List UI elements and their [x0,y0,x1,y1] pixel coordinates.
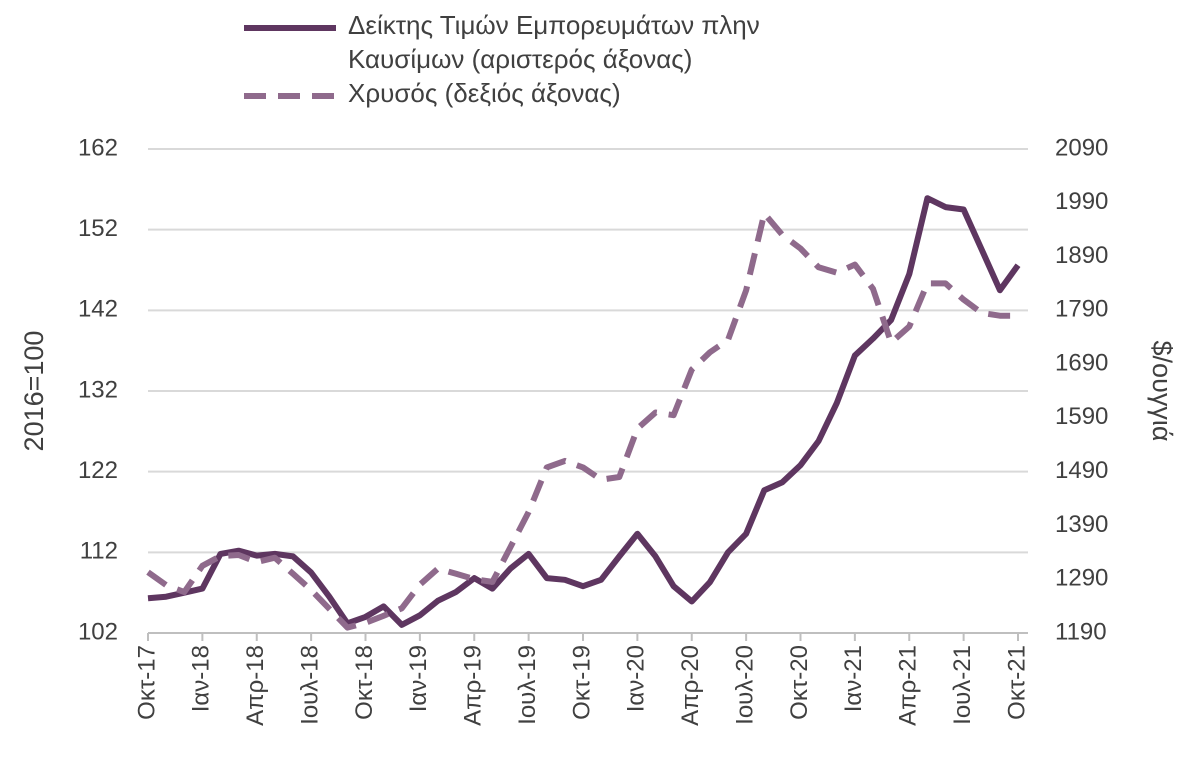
y2-tick-label: 1590 [1055,403,1108,430]
y-tick-label: 152 [78,215,118,242]
x-tick-label: Ιαν-20 [623,645,650,712]
x-tick-label: Ιαν-21 [840,645,867,712]
x-tick-label: Ιουλ-21 [949,645,976,725]
y-axis-label: 2016=100 [19,331,49,452]
x-tick-label: Ιουλ-20 [731,645,758,725]
x-tick-label: Απρ-18 [242,645,269,726]
x-tick-label: Απρ-19 [460,645,487,726]
y2-axis-label: $/ουγγιά [1147,341,1177,442]
x-tick-label: Οκτ-17 [133,645,160,720]
legend-item: Χρυσός (δεξιός άξονας) [240,76,860,110]
y2-tick-label: 1890 [1055,242,1108,269]
y2-tick-label: 1190 [1055,618,1107,645]
y-tick-label: 142 [78,296,118,323]
x-tick-label: Απρ-20 [677,645,704,726]
y2-tick-label: 2090 [1055,134,1108,161]
y2-tick-label: 1990 [1055,188,1108,215]
y2-tick-label: 1790 [1055,296,1108,323]
x-tick-label: Οκτ-19 [568,645,595,720]
x-tick-label: Ιαν-19 [405,645,432,712]
y2-tick-label: 1690 [1055,349,1108,376]
y2-tick-label: 1390 [1055,511,1108,538]
x-tick-label: Ιουλ-19 [514,645,541,725]
y2-tick-label: 1290 [1055,565,1108,592]
legend: Δείκτης Τιμών Εμπορευμάτων πλην Καυσίμων… [240,8,860,110]
x-tick-label: Ιουλ-18 [296,645,323,725]
x-tick-label: Οκτ-18 [351,645,378,720]
legend-swatch [244,25,336,31]
x-tick-label: Απρ-21 [895,645,922,726]
y-tick-label: 102 [78,618,118,645]
x-tick-label: Οκτ-20 [786,645,813,720]
y-tick-label: 122 [78,457,118,484]
y-tick-label: 162 [78,134,118,161]
legend-label: Δείκτης Τιμών Εμπορευμάτων πλην Καυσίμων… [348,10,760,74]
series-line [146,210,1018,631]
x-tick-label: Οκτ-21 [1003,645,1030,720]
series-line [147,195,1021,628]
y2-tick-label: 1490 [1055,457,1108,484]
y-tick-label: 112 [80,538,118,565]
legend-swatch [244,93,336,99]
legend-label: Χρυσός (δεξιός άξονας) [348,78,621,108]
x-tick-label: Ιαν-18 [188,645,215,712]
legend-item: Δείκτης Τιμών Εμπορευμάτων πλην Καυσίμων… [240,8,860,76]
y-tick-label: 132 [78,376,118,403]
